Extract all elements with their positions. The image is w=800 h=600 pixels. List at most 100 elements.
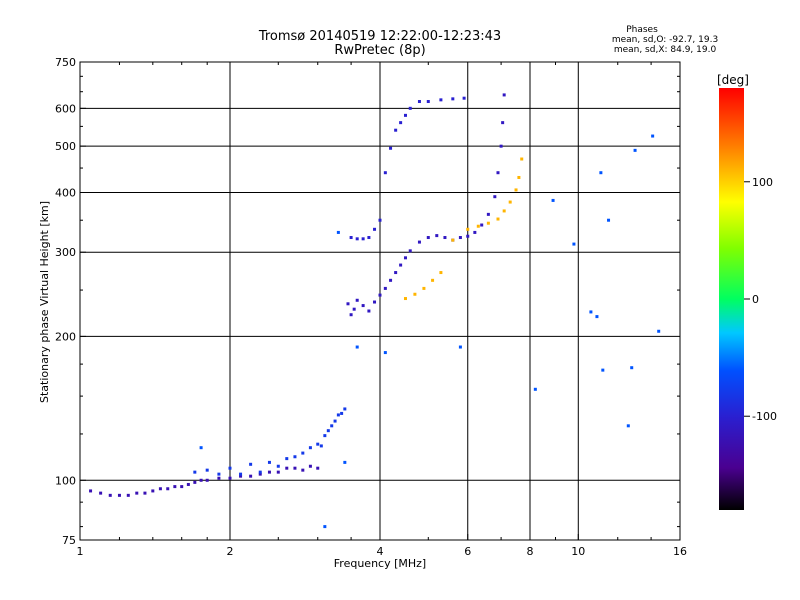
data-point <box>308 464 312 468</box>
data-point <box>572 242 576 246</box>
x-tick-label: 16 <box>673 545 687 558</box>
data-point <box>135 491 139 495</box>
data-point <box>462 96 466 100</box>
data-point <box>217 472 221 476</box>
data-point <box>228 466 232 470</box>
data-point <box>476 224 480 228</box>
data-point <box>323 525 327 529</box>
data-point <box>551 198 555 202</box>
grid-lines <box>80 62 680 540</box>
data-point <box>326 429 330 433</box>
y-tick-label: 75 <box>62 534 76 547</box>
data-point <box>480 223 484 227</box>
data-point <box>607 218 611 222</box>
data-point <box>633 148 637 152</box>
x-tick-label: 2 <box>227 545 234 558</box>
data-point <box>630 366 634 370</box>
data-point <box>373 227 377 231</box>
stats-o-line: mean, sd,O: -92.7, 19.3 <box>612 35 718 45</box>
data-point <box>426 236 430 240</box>
data-point <box>399 263 403 267</box>
data-point <box>258 472 262 476</box>
data-point <box>403 113 407 117</box>
data-point <box>276 470 280 474</box>
data-point <box>89 489 93 493</box>
colorbar-tick-label: 0 <box>752 293 759 306</box>
y-tick-label: 400 <box>55 186 76 199</box>
data-point <box>378 218 382 222</box>
data-point <box>389 278 393 282</box>
data-point <box>349 236 353 240</box>
colorbar-tick-label: 100 <box>752 176 773 189</box>
chart-title: Tromsø 20140519 12:22:00-12:23:43 <box>258 29 501 44</box>
data-point <box>193 480 197 484</box>
data-point <box>267 470 271 474</box>
data-point <box>319 444 323 448</box>
x-tick-label: 10 <box>571 545 585 558</box>
data-point <box>589 310 593 314</box>
data-point <box>239 474 243 478</box>
data-point <box>413 292 417 296</box>
data-point <box>301 468 305 472</box>
data-point <box>517 175 521 179</box>
x-tick-label: 8 <box>527 545 534 558</box>
data-point <box>422 286 426 290</box>
data-point <box>258 470 262 474</box>
data-point <box>458 236 462 240</box>
data-point <box>499 144 503 148</box>
data-point <box>367 236 371 240</box>
data-point <box>301 451 305 455</box>
data-point <box>426 100 430 104</box>
data-point <box>383 286 387 290</box>
y-tick-label: 600 <box>55 102 76 115</box>
data-point <box>340 411 344 415</box>
data-point <box>439 98 443 102</box>
data-point <box>349 313 353 317</box>
colorbar <box>719 88 744 510</box>
data-point <box>293 466 297 470</box>
data-point <box>383 171 387 175</box>
data-point <box>336 413 340 417</box>
data-point <box>502 93 506 97</box>
data-point <box>228 476 232 480</box>
data-point <box>173 485 177 489</box>
data-point <box>496 217 500 221</box>
data-point <box>443 236 447 240</box>
data-point <box>108 493 112 497</box>
colorbar-label: [deg] <box>717 73 749 87</box>
x-tick-label: 6 <box>464 545 471 558</box>
data-point <box>367 309 371 313</box>
data-point <box>520 157 524 161</box>
data-point <box>293 455 297 459</box>
data-point <box>394 128 398 132</box>
data-point <box>355 345 359 349</box>
data-point <box>205 478 209 482</box>
data-point <box>408 106 412 110</box>
data-point <box>458 345 462 349</box>
data-point <box>493 195 497 199</box>
data-point <box>99 491 103 495</box>
data-point <box>126 493 130 497</box>
data-point <box>239 472 243 476</box>
data-point <box>514 188 518 192</box>
data-point <box>657 329 661 333</box>
data-point <box>346 302 350 306</box>
data-point <box>249 474 253 478</box>
axes: 1 2 4 6 8 10 16 75 100 200 300 400 500 600 750 <box>55 56 687 558</box>
y-tick-label: 200 <box>55 330 76 343</box>
data-point <box>352 307 356 311</box>
data-point <box>486 221 490 225</box>
y-tick-label: 100 <box>55 474 76 487</box>
data-point <box>533 387 537 391</box>
data-point <box>399 121 403 125</box>
data-point <box>355 237 359 241</box>
colorbar-tick-label: -100 <box>752 410 777 423</box>
data-point <box>403 297 407 301</box>
y-tick-label: 500 <box>55 140 76 153</box>
data-point <box>501 121 505 125</box>
data-point <box>361 304 365 308</box>
data-point <box>383 351 387 355</box>
data-point <box>403 256 407 260</box>
colorbar-ticks: 100 0 -100 <box>744 176 777 423</box>
data-point <box>323 434 327 438</box>
